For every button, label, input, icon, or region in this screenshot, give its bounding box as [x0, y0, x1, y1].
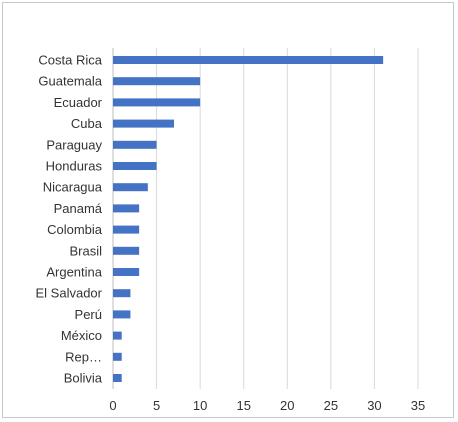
- x-tick-label: 15: [236, 398, 250, 413]
- x-tick-label: 5: [153, 398, 160, 413]
- category-label: México: [61, 328, 102, 343]
- category-label: Panamá: [54, 201, 103, 216]
- category-labels: Costa Rica Guatemala Ecuador Cuba Paraguay Ho…: [36, 53, 103, 386]
- bars: [113, 56, 384, 382]
- bar: [113, 374, 122, 382]
- bar: [113, 98, 201, 107]
- bar: [113, 119, 174, 128]
- bar: [113, 268, 140, 276]
- x-tick-label: 30: [367, 398, 381, 413]
- category-label: Perú: [75, 307, 102, 322]
- bar: [113, 162, 157, 170]
- x-tick-label: 35: [411, 398, 425, 413]
- bar: [113, 289, 131, 298]
- bar: [113, 77, 201, 86]
- bar: [113, 352, 122, 361]
- category-label: El Salvador: [36, 286, 103, 301]
- chart-frame: [2, 2, 454, 418]
- x-tick-label: 20: [280, 398, 294, 413]
- x-tick-labels: 0 5 10 15 20 25 30 35: [109, 398, 425, 413]
- category-label: Rep…: [65, 349, 102, 364]
- category-label: Nicaragua: [43, 180, 103, 195]
- category-label: Cuba: [71, 116, 103, 131]
- bar: [113, 331, 122, 340]
- bar: [113, 140, 157, 149]
- category-label: Argentina: [46, 265, 102, 280]
- category-label: Honduras: [46, 159, 103, 174]
- category-label: Bolivia: [64, 371, 103, 386]
- bar: [113, 204, 140, 213]
- bar: [113, 225, 140, 234]
- category-label: Brasil: [69, 243, 102, 258]
- bar: [113, 310, 131, 319]
- bar: [113, 183, 148, 192]
- x-tick-label: 25: [324, 398, 338, 413]
- category-label: Paraguay: [46, 137, 102, 152]
- category-label: Costa Rica: [38, 53, 102, 68]
- category-label: Ecuador: [54, 95, 103, 110]
- category-label: Guatemala: [38, 74, 102, 89]
- bar: [113, 246, 140, 255]
- x-tick-label: 0: [109, 398, 116, 413]
- category-label: Colombia: [47, 222, 103, 237]
- bar: [113, 56, 384, 64]
- x-tick-label: 10: [193, 398, 207, 413]
